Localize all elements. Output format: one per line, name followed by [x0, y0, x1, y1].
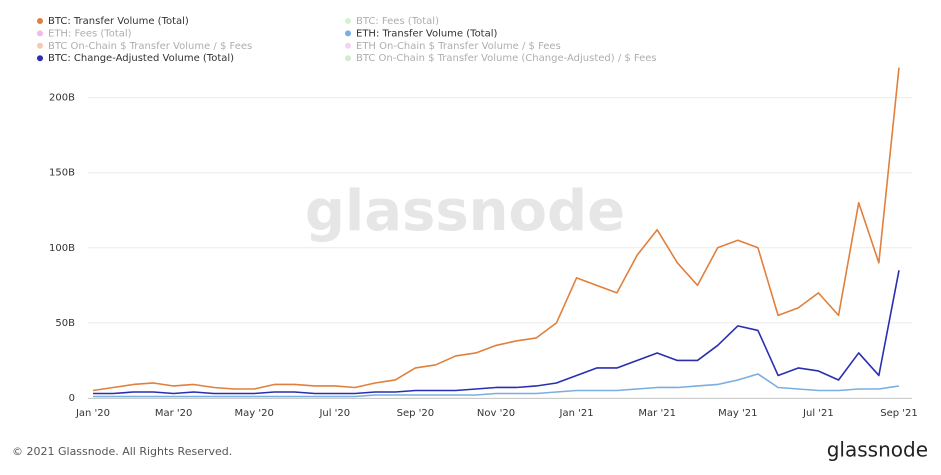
y-tick-label: 200B: [49, 93, 75, 104]
legend-marker: [345, 18, 351, 24]
x-tick-label: Sep '21: [880, 408, 918, 419]
series-line: [92, 67, 900, 392]
legend-label: ETH: Transfer Volume (Total): [356, 28, 498, 39]
legend-marker: [37, 55, 43, 62]
logo: glassnode: [827, 438, 928, 462]
x-tick-label: Jul '21: [802, 408, 834, 419]
legend-marker: [37, 18, 43, 24]
legend-label: BTC On-Chain $ Transfer Volume / $ Fees: [48, 41, 252, 52]
legend-label: ETH: Fees (Total): [48, 28, 132, 39]
x-tick-label: Mar '21: [638, 408, 676, 419]
y-tick-label: 50B: [55, 318, 75, 329]
legend-label: BTC: Transfer Volume (Total): [48, 16, 189, 27]
legend-label: ETH On-Chain $ Transfer Volume / $ Fees: [356, 41, 561, 52]
y-tick-label: 150B: [49, 168, 75, 179]
x-tick-label: Mar '20: [155, 408, 193, 419]
legend-marker: [37, 30, 43, 37]
legend-label: BTC: Fees (Total): [356, 16, 439, 27]
x-tick-label: May '20: [235, 408, 274, 419]
legend-marker: [345, 55, 351, 62]
x-tick-label: Jan '21: [559, 408, 594, 419]
credit: © 2021 Glassnode. All Rights Reserved.: [12, 445, 232, 458]
x-tick-label: Sep '20: [397, 408, 435, 419]
y-tick-label: 0: [69, 393, 75, 404]
x-tick-label: Nov '20: [477, 408, 515, 419]
series-line: [93, 373, 900, 398]
x-tick-label: Jul '20: [318, 408, 350, 419]
y-tick-label: 100B: [49, 243, 75, 254]
x-tick-label: May '21: [718, 408, 757, 419]
legend-label: BTC: Change-Adjusted Volume (Total): [48, 53, 234, 64]
legend-marker: [37, 42, 43, 49]
legend-marker: [345, 42, 351, 49]
watermark: glassnode: [305, 179, 625, 244]
series-line: [93, 270, 900, 395]
legend-label: BTC On-Chain $ Transfer Volume (Change-A…: [356, 53, 657, 64]
legend-marker: [345, 30, 351, 37]
x-tick-label: Jan '20: [75, 408, 110, 419]
